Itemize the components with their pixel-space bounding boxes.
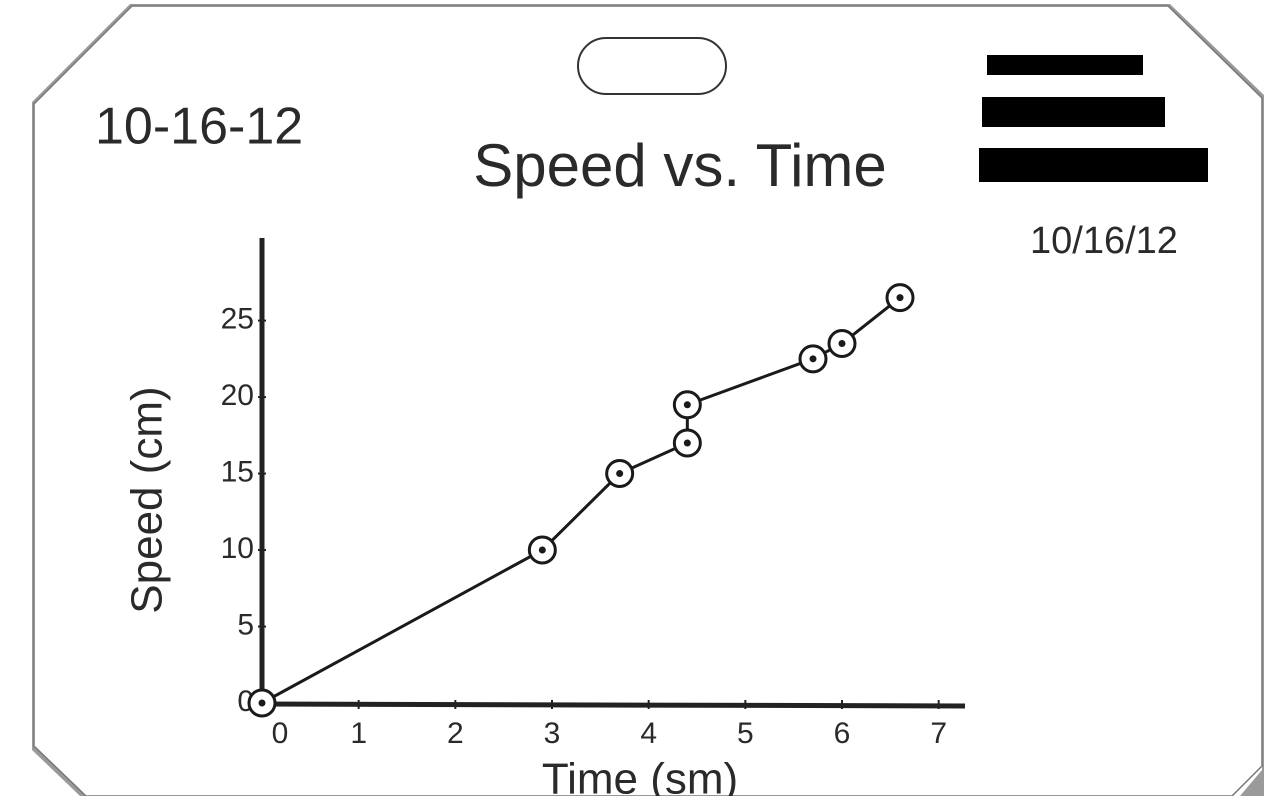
x-tick-label: 1 — [350, 717, 367, 750]
data-point-dot — [810, 355, 817, 362]
data-point-dot — [616, 470, 623, 477]
date-right: 10/16/12 — [1030, 220, 1178, 262]
y-tick-label: 5 — [237, 608, 254, 641]
y-tick-label: 25 — [221, 303, 254, 336]
data-point-dot — [539, 547, 546, 554]
y-axis-label: Speed (cm) — [123, 386, 172, 613]
y-tick-label: 20 — [221, 379, 254, 412]
page: {"chart_data": {"type": "line", "title":… — [0, 0, 1264, 796]
data-point-dot — [839, 340, 846, 347]
redaction — [979, 148, 1208, 182]
x-tick-label: 7 — [930, 717, 947, 750]
chart-title: Speed vs. Time — [473, 132, 887, 199]
handle-hole — [578, 38, 726, 94]
x-tick-label: 2 — [447, 717, 464, 750]
x-tick-label: 6 — [834, 717, 851, 750]
data-point-dot — [684, 401, 691, 408]
redaction — [987, 55, 1143, 75]
data-point-dot — [259, 700, 266, 707]
x-tick-label: 0 — [272, 717, 289, 750]
whiteboard: 10-16-12 Speed vs. Time 10/16/12 Time (s… — [0, 0, 1264, 796]
x-axis-label: Time (sm) — [542, 755, 738, 796]
data-point-dot — [897, 294, 904, 301]
y-tick-label: 10 — [221, 532, 254, 565]
data-point-dot — [684, 439, 691, 446]
y-tick-label: 15 — [221, 455, 254, 488]
x-axis — [258, 704, 965, 706]
x-tick-label: 3 — [544, 717, 561, 750]
x-tick-label: 4 — [640, 717, 657, 750]
redaction — [982, 97, 1165, 127]
date-left: 10-16-12 — [95, 98, 303, 156]
x-tick-label: 5 — [737, 717, 754, 750]
